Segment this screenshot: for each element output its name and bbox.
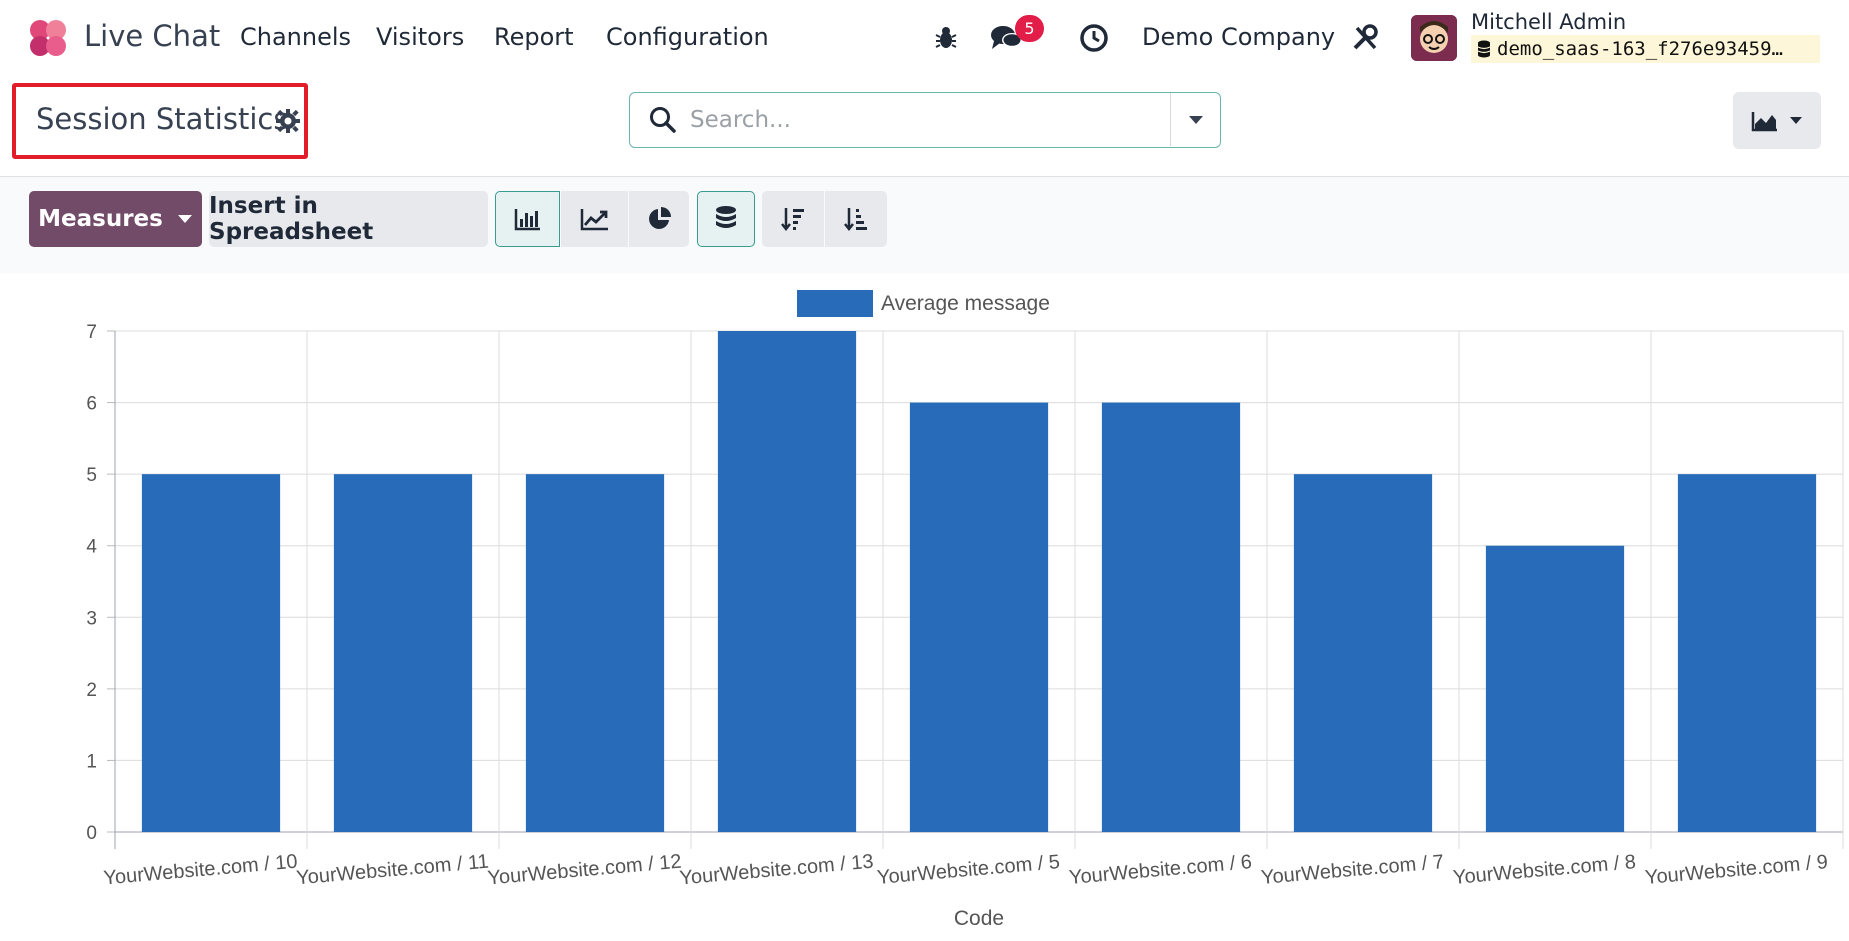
stacked-toggle-button[interactable] <box>697 191 755 247</box>
bar-chart-icon <box>514 209 540 231</box>
y-tick-label: 6 <box>86 394 97 415</box>
debug-bug-icon[interactable] <box>929 21 963 55</box>
company-switcher[interactable]: Demo Company <box>1142 23 1336 51</box>
x-tick-label: YourWebsite.com / 9 <box>1644 851 1829 889</box>
database-icon <box>1477 40 1491 58</box>
user-avatar[interactable] <box>1411 15 1457 61</box>
x-tick-label: YourWebsite.com / 6 <box>1068 851 1253 889</box>
messages-chat-icon[interactable] <box>990 21 1024 55</box>
chart-bar[interactable] <box>1485 545 1625 832</box>
breadcrumb-highlight <box>12 83 308 159</box>
search-icon <box>650 107 676 133</box>
app-name[interactable]: Live Chat <box>84 19 221 53</box>
sort-ascending-icon <box>844 208 867 232</box>
y-tick-label: 4 <box>86 537 97 558</box>
y-tick-label: 7 <box>86 322 97 343</box>
graph-toolbar: Measures Insert in Spreadsheet <box>0 177 1849 273</box>
chart-bar[interactable] <box>717 331 857 832</box>
area-chart-icon <box>1751 111 1777 131</box>
database-stack-icon <box>716 206 736 228</box>
measures-label: Measures <box>38 206 163 232</box>
gear-icon[interactable] <box>275 108 301 134</box>
caret-down-icon <box>177 215 192 223</box>
view-switcher-button[interactable] <box>1733 92 1821 149</box>
database-name: demo_saas-163_f276e93459… <box>1471 35 1820 63</box>
y-tick-label: 0 <box>86 823 97 844</box>
chart-bars <box>141 331 1817 832</box>
line-chart-mode-button[interactable] <box>561 191 628 247</box>
page-title: Session Statistics <box>36 102 289 136</box>
settings-tools-icon[interactable] <box>1348 21 1382 55</box>
legend-label: Average message <box>881 292 1050 315</box>
search-input[interactable] <box>690 101 1180 139</box>
sort-descending-icon <box>781 208 804 232</box>
legend-swatch <box>797 290 873 317</box>
x-axis-label: Code <box>954 907 1004 930</box>
y-tick-label: 1 <box>86 751 97 772</box>
y-tick-label: 3 <box>86 608 97 629</box>
user-name[interactable]: Mitchell Admin <box>1471 10 1627 34</box>
insert-in-spreadsheet-button[interactable]: Insert in Spreadsheet <box>209 191 488 247</box>
search-options-toggle[interactable] <box>1170 93 1220 146</box>
menu-visitors[interactable]: Visitors <box>376 23 465 51</box>
menu-report[interactable]: Report <box>494 23 574 51</box>
pie-chart-mode-button[interactable] <box>629 191 689 247</box>
sort-ascending-button[interactable] <box>825 191 887 247</box>
measures-dropdown-button[interactable]: Measures <box>29 191 202 247</box>
notification-badge: 5 <box>1015 15 1044 42</box>
y-tick-label: 5 <box>86 465 97 486</box>
activity-clock-icon[interactable] <box>1077 21 1111 55</box>
line-chart-icon <box>580 209 608 231</box>
x-tick-label: YourWebsite.com / 13 <box>679 851 875 890</box>
x-tick-label: YourWebsite.com / 12 <box>487 851 683 890</box>
bar-chart-mode-button[interactable] <box>495 191 560 247</box>
chevron-down-icon <box>1188 115 1203 124</box>
x-tick-label: YourWebsite.com / 5 <box>876 851 1061 889</box>
chart-bar[interactable] <box>1677 474 1817 832</box>
menu-configuration[interactable]: Configuration <box>606 23 769 51</box>
x-tick-label: YourWebsite.com / 7 <box>1260 851 1445 889</box>
chart-bar[interactable] <box>525 474 665 832</box>
sort-descending-button[interactable] <box>762 191 824 247</box>
chart-bar[interactable] <box>909 402 1049 832</box>
chart-bar[interactable] <box>1293 474 1433 832</box>
y-tick-label: 2 <box>86 680 97 701</box>
top-navbar: Live Chat Channels Visitors Report Confi… <box>0 0 1849 75</box>
search-bar <box>629 92 1221 148</box>
chart-bar[interactable] <box>141 474 281 832</box>
pie-chart-icon <box>649 207 671 229</box>
chevron-down-icon <box>1790 117 1802 124</box>
control-panel: Session Statistics <box>0 75 1849 177</box>
menu-channels[interactable]: Channels <box>240 23 352 51</box>
x-tick-label: YourWebsite.com / 8 <box>1452 851 1637 889</box>
chart-bar[interactable] <box>1101 402 1241 832</box>
chart-bar[interactable] <box>333 474 473 832</box>
x-tick-label: YourWebsite.com / 11 <box>295 851 489 890</box>
x-tick-label: YourWebsite.com / 10 <box>103 851 299 890</box>
database-label: demo_saas-163_f276e93459… <box>1497 38 1783 60</box>
live-chat-logo-icon[interactable] <box>28 18 68 58</box>
graph-view: 0 1 2 3 4 5 6 7 YourWebsite.com / 10 YourWebsite.… <box>0 273 1849 941</box>
chart-legend[interactable]: Average message <box>797 290 1050 317</box>
